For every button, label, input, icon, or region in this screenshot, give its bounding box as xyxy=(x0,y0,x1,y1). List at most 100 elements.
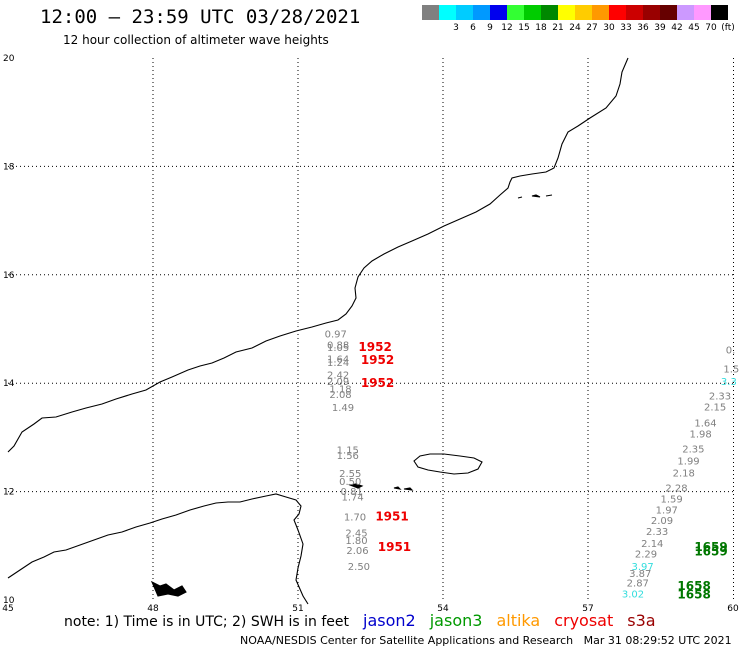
colorbar-label: 36 xyxy=(637,23,649,33)
wave-height-label: 2.09 xyxy=(651,516,673,527)
wave-height-label: 1.49 xyxy=(332,403,354,414)
axis-labels: 45 48 51 54 57 60 20 18 16 14 12 10 xyxy=(2,54,739,614)
pass-time-label: 1951 xyxy=(375,509,408,523)
longitude-tick-label: 51 xyxy=(292,604,303,614)
longitude-tick-label: 48 xyxy=(147,604,159,614)
footer-note: note: 1) Time is in UTC; 2) SWH is in fe… xyxy=(64,614,350,630)
pass-time-label: 1659 xyxy=(694,545,727,559)
colorbar-swatch xyxy=(541,5,558,20)
wave-height-label: 1.98 xyxy=(690,429,712,440)
wave-height-label: 1.5 xyxy=(723,364,739,375)
colorbar-label: 9 xyxy=(487,23,493,33)
wave-height-label: 1.80 xyxy=(345,536,367,547)
wave-height-label: 0.50 xyxy=(339,477,361,488)
wave-height-label: 2.45 xyxy=(345,529,367,540)
wave-height-label: 1.70 xyxy=(344,512,366,523)
wave-height-label: 3.87 xyxy=(629,569,651,580)
island-outline xyxy=(150,580,187,597)
colorbar-label: 30 xyxy=(603,23,615,33)
latitude-tick-label: 10 xyxy=(3,596,15,606)
coastline xyxy=(7,57,629,605)
footer-note-row: note: 1) Time is in UTC; 2) SWH is in fe… xyxy=(64,611,656,630)
pass-time-label: 1952 xyxy=(361,376,394,390)
timestamp-text: Mar 31 08:29:52 UTC 2021 xyxy=(583,634,732,647)
wave-height-label: 0.81 xyxy=(341,487,363,498)
graticule xyxy=(8,58,734,600)
island-outline xyxy=(413,453,483,475)
pass-time-label: 1951 xyxy=(378,540,411,554)
pass-time-label: 1659 xyxy=(694,540,727,554)
latitude-tick-label: 12 xyxy=(3,488,14,498)
wave-height-label: 2.14 xyxy=(641,539,663,550)
latitude-tick-label: 14 xyxy=(3,379,15,389)
colorbar-swatch xyxy=(609,5,626,20)
wave-height-label: 3.97 xyxy=(632,562,654,573)
island-outline xyxy=(393,486,402,490)
satellite-jason3: jason3 xyxy=(429,611,483,630)
wave-height-label: 1.64 xyxy=(694,419,716,430)
satellite-s3a: s3a xyxy=(627,611,656,630)
satellite-legend: jason2 jason3 altika cryosat s3a xyxy=(349,611,656,630)
latitude-tick-label: 16 xyxy=(3,271,15,281)
wave-height-label: 2.33 xyxy=(709,391,731,402)
colorbar-label: 27 xyxy=(586,23,598,33)
wave-height-label: 2.50 xyxy=(348,562,370,573)
wave-height-labels: 0.970.881.051.641.242.422.091.182.081.49… xyxy=(325,330,740,602)
colorbar-label: 6 xyxy=(470,23,476,33)
satellite-jason2: jason2 xyxy=(363,611,416,630)
colorbar-swatch xyxy=(422,5,439,20)
credit-text: NOAA/NESDIS Center for Satellite Applica… xyxy=(240,634,574,647)
island-outline xyxy=(531,194,541,198)
colorbar-swatch xyxy=(558,5,575,20)
colorbar-label: 39 xyxy=(654,23,666,33)
colorbar-label: 70 xyxy=(705,23,717,33)
wave-height-label: 2.18 xyxy=(673,468,695,479)
colorbar-swatch xyxy=(575,5,592,20)
colorbar-label: 18 xyxy=(535,23,547,33)
african-coastline xyxy=(7,493,309,605)
wave-height-label: 1.64 xyxy=(327,355,349,366)
wave-height-label: 1.97 xyxy=(656,505,678,516)
arabian-coastline xyxy=(7,57,629,453)
wave-height-label: 1.05 xyxy=(327,343,349,354)
colorbar-swatch xyxy=(660,5,677,20)
wave-height-label: 2.28 xyxy=(665,484,687,495)
wave-height-label: 2.06 xyxy=(346,546,368,557)
longitude-tick-label: 57 xyxy=(582,604,593,614)
wave-height-label: 2.87 xyxy=(627,578,649,589)
colorbar-swatch xyxy=(694,5,711,20)
wave-height-label: 1.15 xyxy=(337,446,359,457)
colorbar-swatch xyxy=(626,5,643,20)
wave-height-label: 1.56 xyxy=(337,451,359,462)
latitude-tick-label: 20 xyxy=(3,54,15,64)
colorbar-label: 24 xyxy=(569,23,581,33)
wave-height-label: 1.24 xyxy=(327,358,349,369)
pass-time-label: 1658 xyxy=(677,587,710,601)
wave-height-label: 2.09 xyxy=(327,377,349,388)
pass-time-label: 1952 xyxy=(358,340,391,354)
colorbar-label: 21 xyxy=(552,23,564,33)
colorbar-swatch xyxy=(711,5,728,20)
island-outline xyxy=(403,487,414,491)
colorbar-swatch xyxy=(677,5,694,20)
colorbar-label: 45 xyxy=(688,23,700,33)
colorbar-swatch xyxy=(439,5,456,20)
colorbar-label: 15 xyxy=(518,23,530,33)
colorbar-swatch xyxy=(490,5,507,20)
colorbar-swatch xyxy=(643,5,660,20)
colorbar-swatch xyxy=(507,5,524,20)
wave-height-label: 0.97 xyxy=(325,330,347,341)
wave-height-label: 1.74 xyxy=(342,492,364,503)
colorbar-swatch xyxy=(524,5,541,20)
colorbar-swatch xyxy=(456,5,473,20)
satellite-cryosat: cryosat xyxy=(554,611,614,630)
footer-credit-row: NOAA/NESDIS Center for Satellite Applica… xyxy=(240,634,732,647)
colorbar-label: 12 xyxy=(501,23,513,33)
longitude-tick-label: 54 xyxy=(437,604,449,614)
island-outline xyxy=(545,194,553,197)
wave-height-label: 0. xyxy=(726,345,736,356)
longitude-tick-label: 45 xyxy=(2,604,13,614)
wave-height-label: 0.88 xyxy=(327,341,349,352)
wave-height-label: 2.15 xyxy=(704,402,726,413)
